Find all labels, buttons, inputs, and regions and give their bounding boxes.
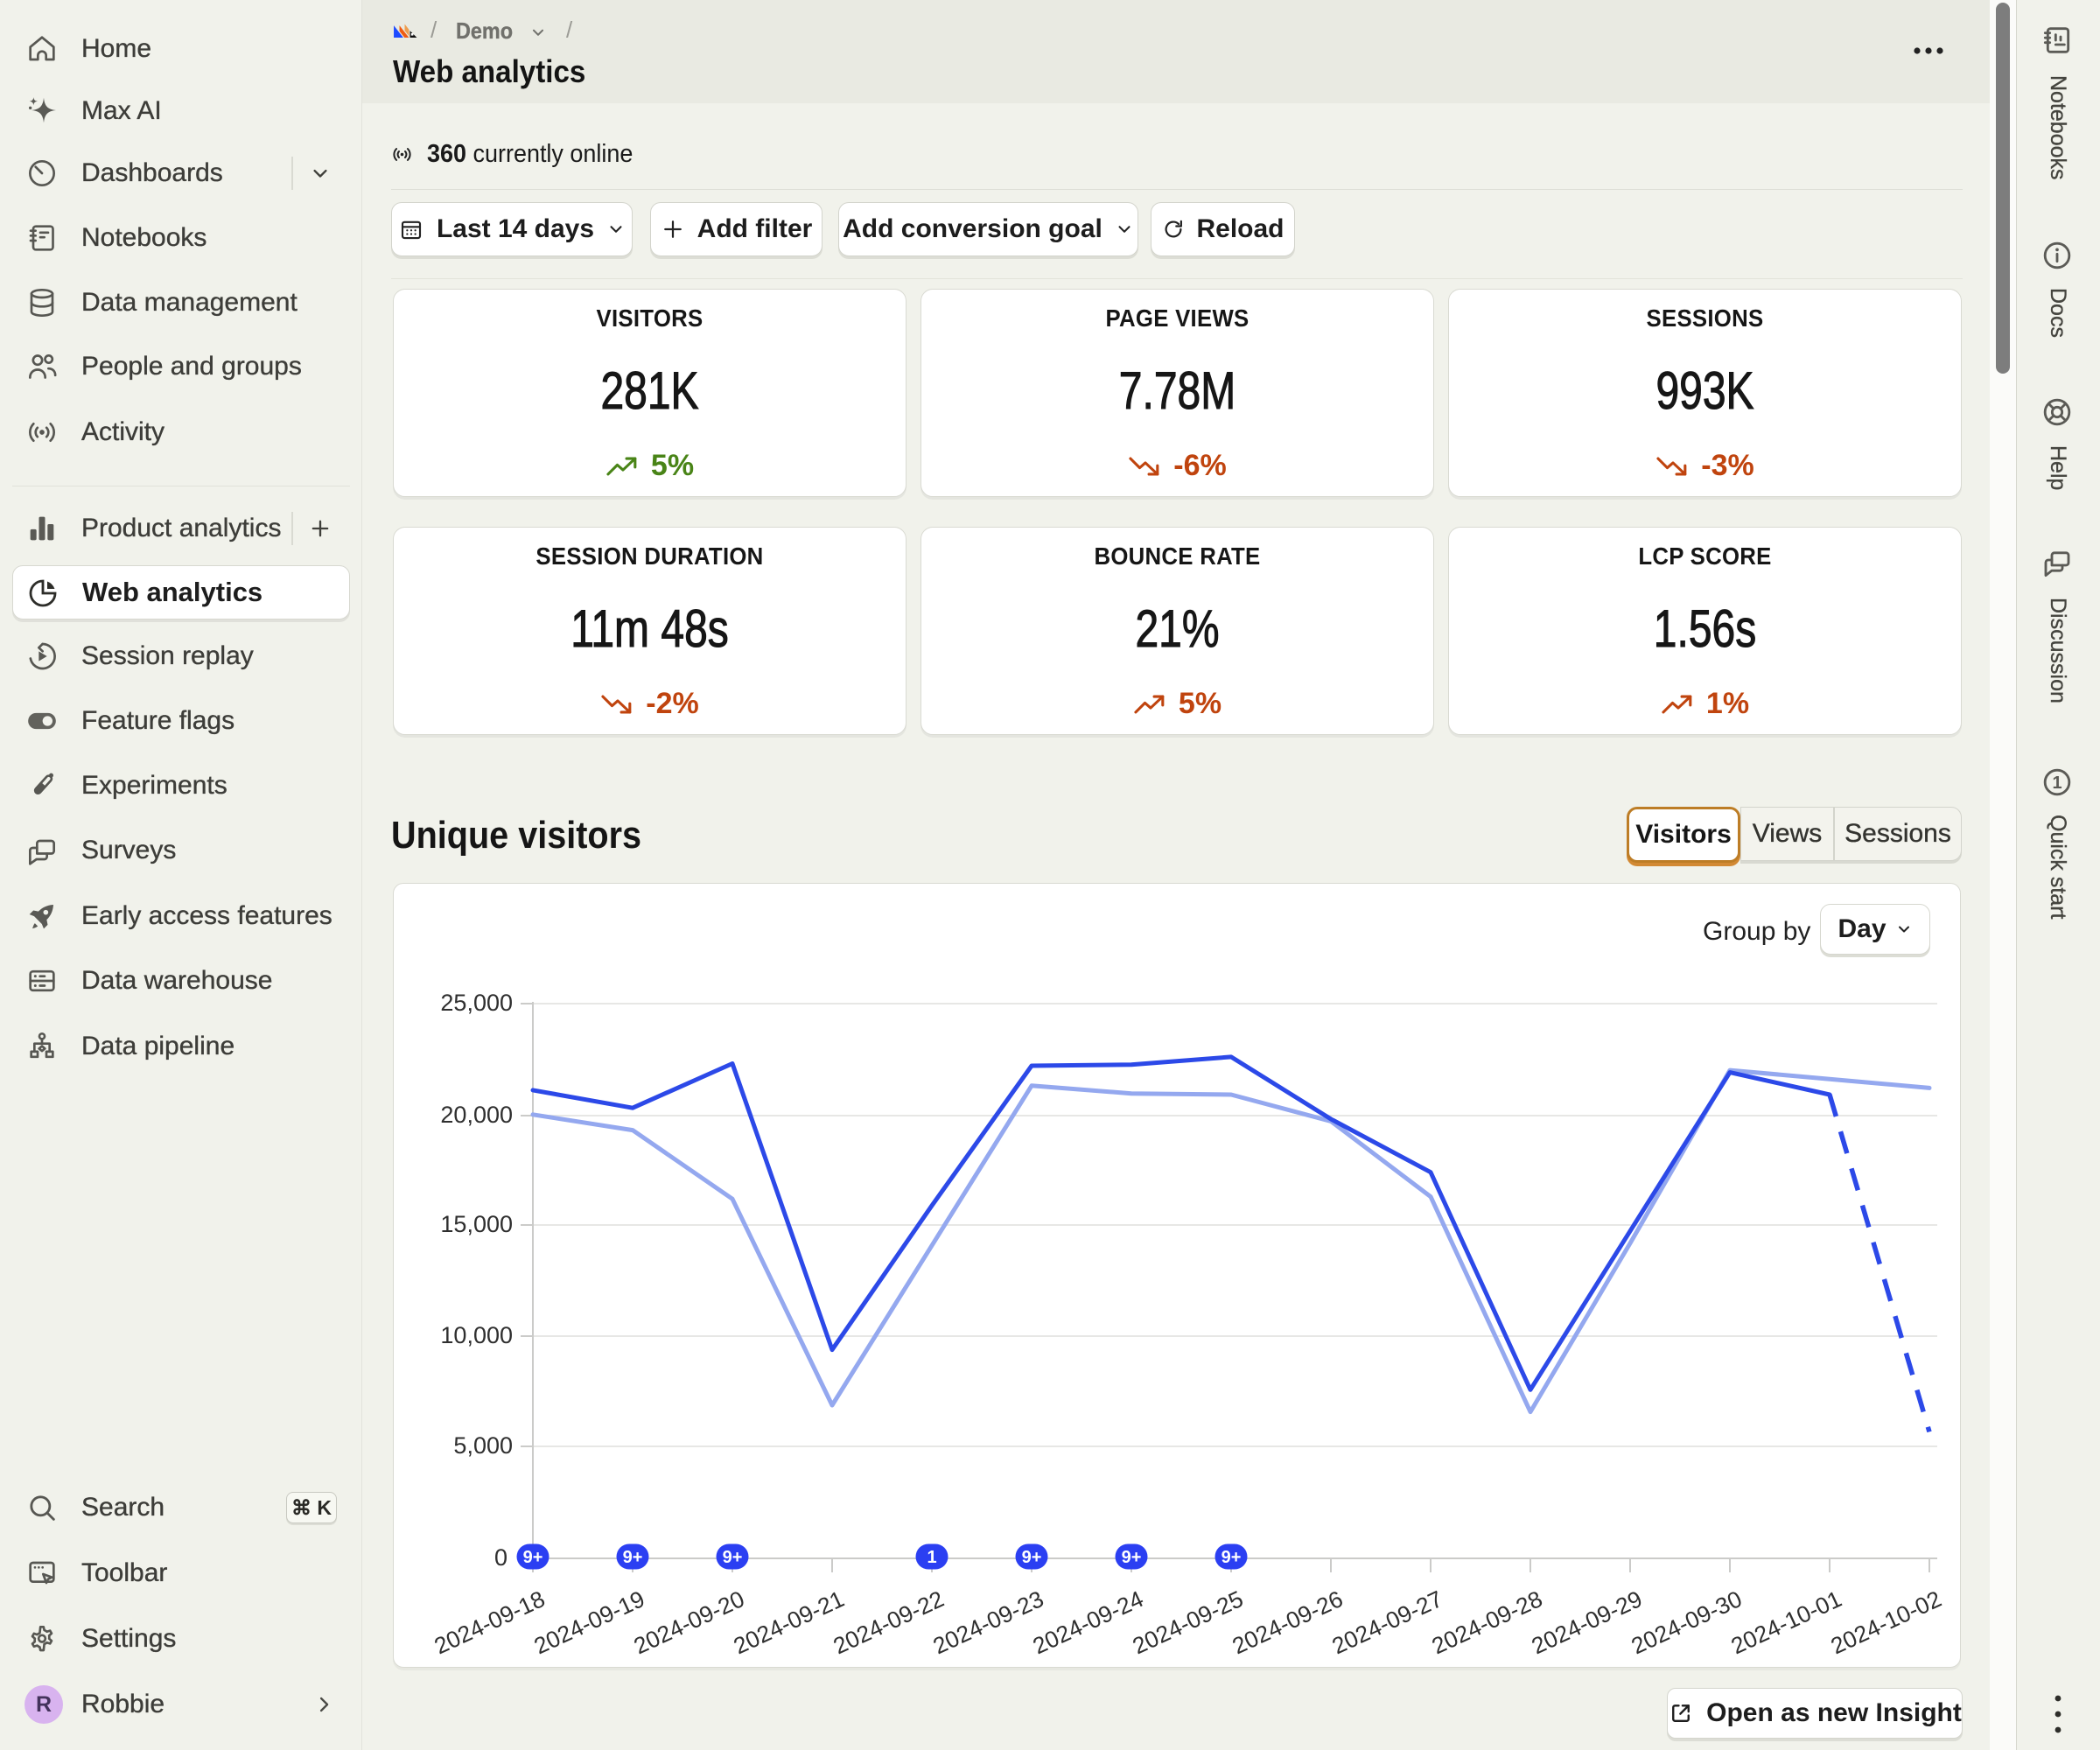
svg-text:9+: 9+ [623, 1548, 643, 1567]
svg-text:1: 1 [2052, 774, 2062, 793]
svg-text:9+: 9+ [1022, 1548, 1042, 1567]
svg-text:1: 1 [927, 1548, 936, 1567]
svg-text:9+: 9+ [523, 1548, 543, 1567]
svg-text:9+: 9+ [723, 1548, 743, 1567]
svg-text:9+: 9+ [1222, 1548, 1242, 1567]
svg-text:9+: 9+ [1122, 1548, 1142, 1567]
